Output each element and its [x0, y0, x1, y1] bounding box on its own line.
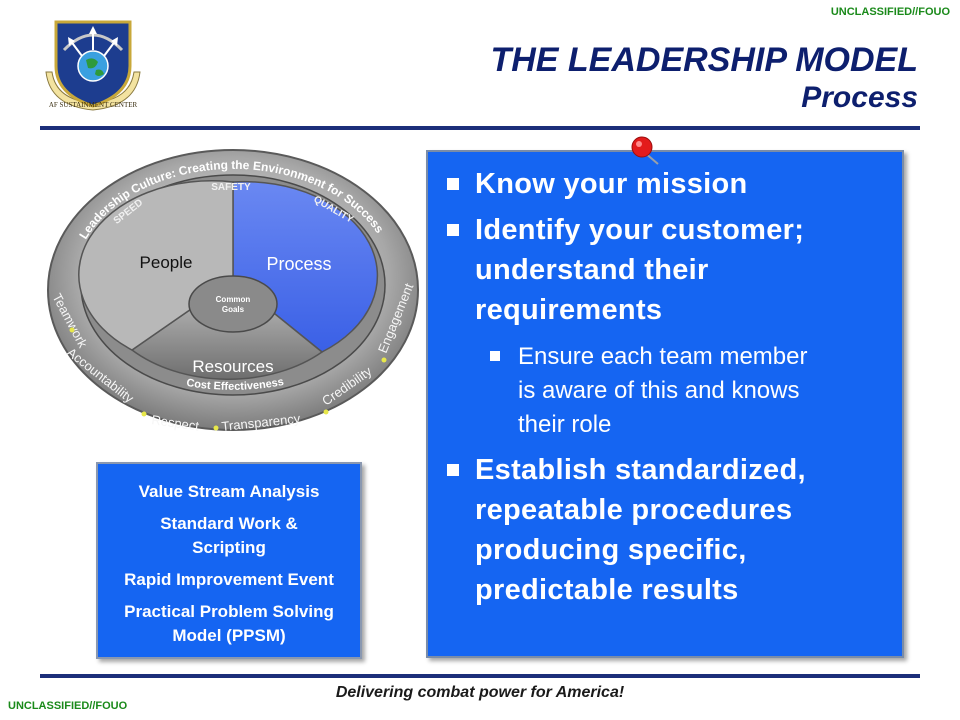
af-sustainment-center-logo: AF SUSTAINMENT CENTER: [38, 10, 148, 116]
segment-people: [78, 180, 234, 351]
process-bullets-panel: [426, 150, 904, 658]
bullet-text-line: requirements: [475, 294, 663, 326]
bullet-square-icon: [490, 351, 500, 361]
center-circle: [188, 275, 278, 333]
tool-rapid-improvement-event: Rapid Improvement Event: [124, 570, 334, 589]
bullet-text-line: is aware of this and knows: [518, 377, 800, 404]
classification-bottom: UNCLASSIFIED//FOUO: [8, 700, 128, 712]
leadership-model-diagram: Common Goals People Process Resources SA…: [44, 140, 422, 436]
label-resources: Resources: [192, 357, 273, 376]
bullet-text-line: predictable results: [475, 574, 739, 606]
ring-dot: [69, 327, 75, 333]
classification-top: UNCLASSIFIED//FOUO: [830, 6, 950, 18]
bullet-text: Know your mission: [475, 168, 748, 200]
tool-standard-work-line2: Scripting: [192, 538, 266, 557]
bullet-text-line: Establish standardized,: [475, 454, 806, 486]
ring-dot: [381, 357, 387, 363]
header-divider: [40, 126, 920, 130]
logo-text: AF SUSTAINMENT CENTER: [49, 101, 138, 109]
bullet-standardized-procedures: Establish standardized, repeatable proce…: [447, 450, 887, 610]
bullet-text-line: their role: [518, 411, 612, 438]
bullet-identify-customer: Identify your customer; understand their…: [447, 210, 887, 330]
footer-divider: [40, 674, 920, 678]
bullet-square-icon: [447, 178, 459, 190]
segment-process: [232, 180, 379, 353]
slide-title: THE LEADERSHIP MODEL Process: [490, 40, 918, 116]
pushpin-icon: [628, 134, 668, 170]
tool-ppsm-line2: Model (PPSM): [172, 626, 286, 645]
bullet-square-icon: [447, 224, 459, 236]
bullet-text-line: understand their: [475, 254, 709, 286]
page-title: THE LEADERSHIP MODEL: [490, 41, 918, 79]
ring-word-respect: Respect: [151, 412, 201, 434]
tool-standard-work-line1: Standard Work &: [160, 514, 298, 533]
process-tools-panel: Value Stream Analysis Standard Work & Sc…: [96, 462, 362, 659]
ring-dot: [323, 409, 329, 415]
bullet-text-line: Ensure each team member: [518, 343, 808, 370]
center-label-line1: Common: [216, 295, 251, 304]
ring-dot: [141, 411, 147, 417]
ring-dot: [213, 425, 219, 431]
center-label-line2: Goals: [222, 305, 245, 314]
bullet-text-line: producing specific,: [475, 534, 747, 566]
footer-slogan: Delivering combat power for America!: [335, 684, 625, 701]
sub-bullet-team-member: Ensure each team member is aware of this…: [490, 340, 890, 442]
label-safety: SAFETY: [211, 182, 251, 193]
page-subtitle: Process: [801, 81, 918, 114]
label-people: People: [140, 253, 193, 272]
tool-ppsm-line1: Practical Problem Solving: [124, 602, 334, 621]
bullet-know-mission: Know your mission: [447, 164, 887, 204]
label-process: Process: [266, 254, 331, 274]
bullet-text-line: repeatable procedures: [475, 494, 793, 526]
bullet-text-line: Identify your customer;: [475, 214, 805, 246]
bullet-square-icon: [447, 464, 459, 476]
tool-value-stream-analysis: Value Stream Analysis: [138, 482, 320, 501]
